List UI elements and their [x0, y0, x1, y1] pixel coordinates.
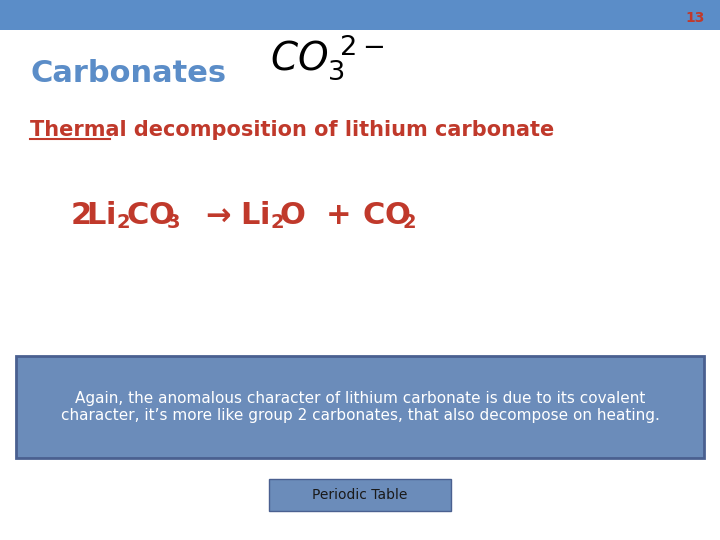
Text: $\mathbf{Li}$: $\mathbf{Li}$ — [240, 200, 269, 230]
FancyBboxPatch shape — [269, 479, 451, 511]
Text: $\mathit{CO}_3^{\ 2-}$: $\mathit{CO}_3^{\ 2-}$ — [270, 33, 384, 83]
Text: $\mathbf{CO}$: $\mathbf{CO}$ — [126, 200, 175, 230]
Text: Thermal decomposition of lithium carbonate: Thermal decomposition of lithium carbona… — [30, 120, 554, 140]
Text: $\mathbf{2}$: $\mathbf{2}$ — [116, 213, 130, 233]
Text: $\mathbf{3}$: $\mathbf{3}$ — [166, 213, 180, 233]
Text: Again, the anomalous character of lithium carbonate is due to its covalent
chara: Again, the anomalous character of lithiu… — [60, 391, 660, 423]
Text: $\mathbf{2}$: $\mathbf{2}$ — [402, 213, 416, 233]
Text: 13: 13 — [685, 11, 705, 25]
Text: Periodic Table: Periodic Table — [312, 488, 408, 502]
Bar — [0, 0, 720, 30]
Text: $\mathbf{\rightarrow}$: $\mathbf{\rightarrow}$ — [200, 200, 232, 230]
Text: $\mathbf{O}$: $\mathbf{O}$ — [279, 200, 305, 230]
Text: $\mathbf{Li}$: $\mathbf{Li}$ — [86, 200, 115, 230]
Text: $\mathbf{+}$: $\mathbf{+}$ — [325, 200, 349, 230]
Text: Carbonates: Carbonates — [30, 58, 226, 87]
Text: $\mathbf{2}$: $\mathbf{2}$ — [70, 200, 91, 230]
Text: $\mathbf{2}$: $\mathbf{2}$ — [270, 213, 284, 233]
FancyBboxPatch shape — [16, 356, 704, 458]
Text: $\mathbf{CO}$: $\mathbf{CO}$ — [362, 200, 410, 230]
